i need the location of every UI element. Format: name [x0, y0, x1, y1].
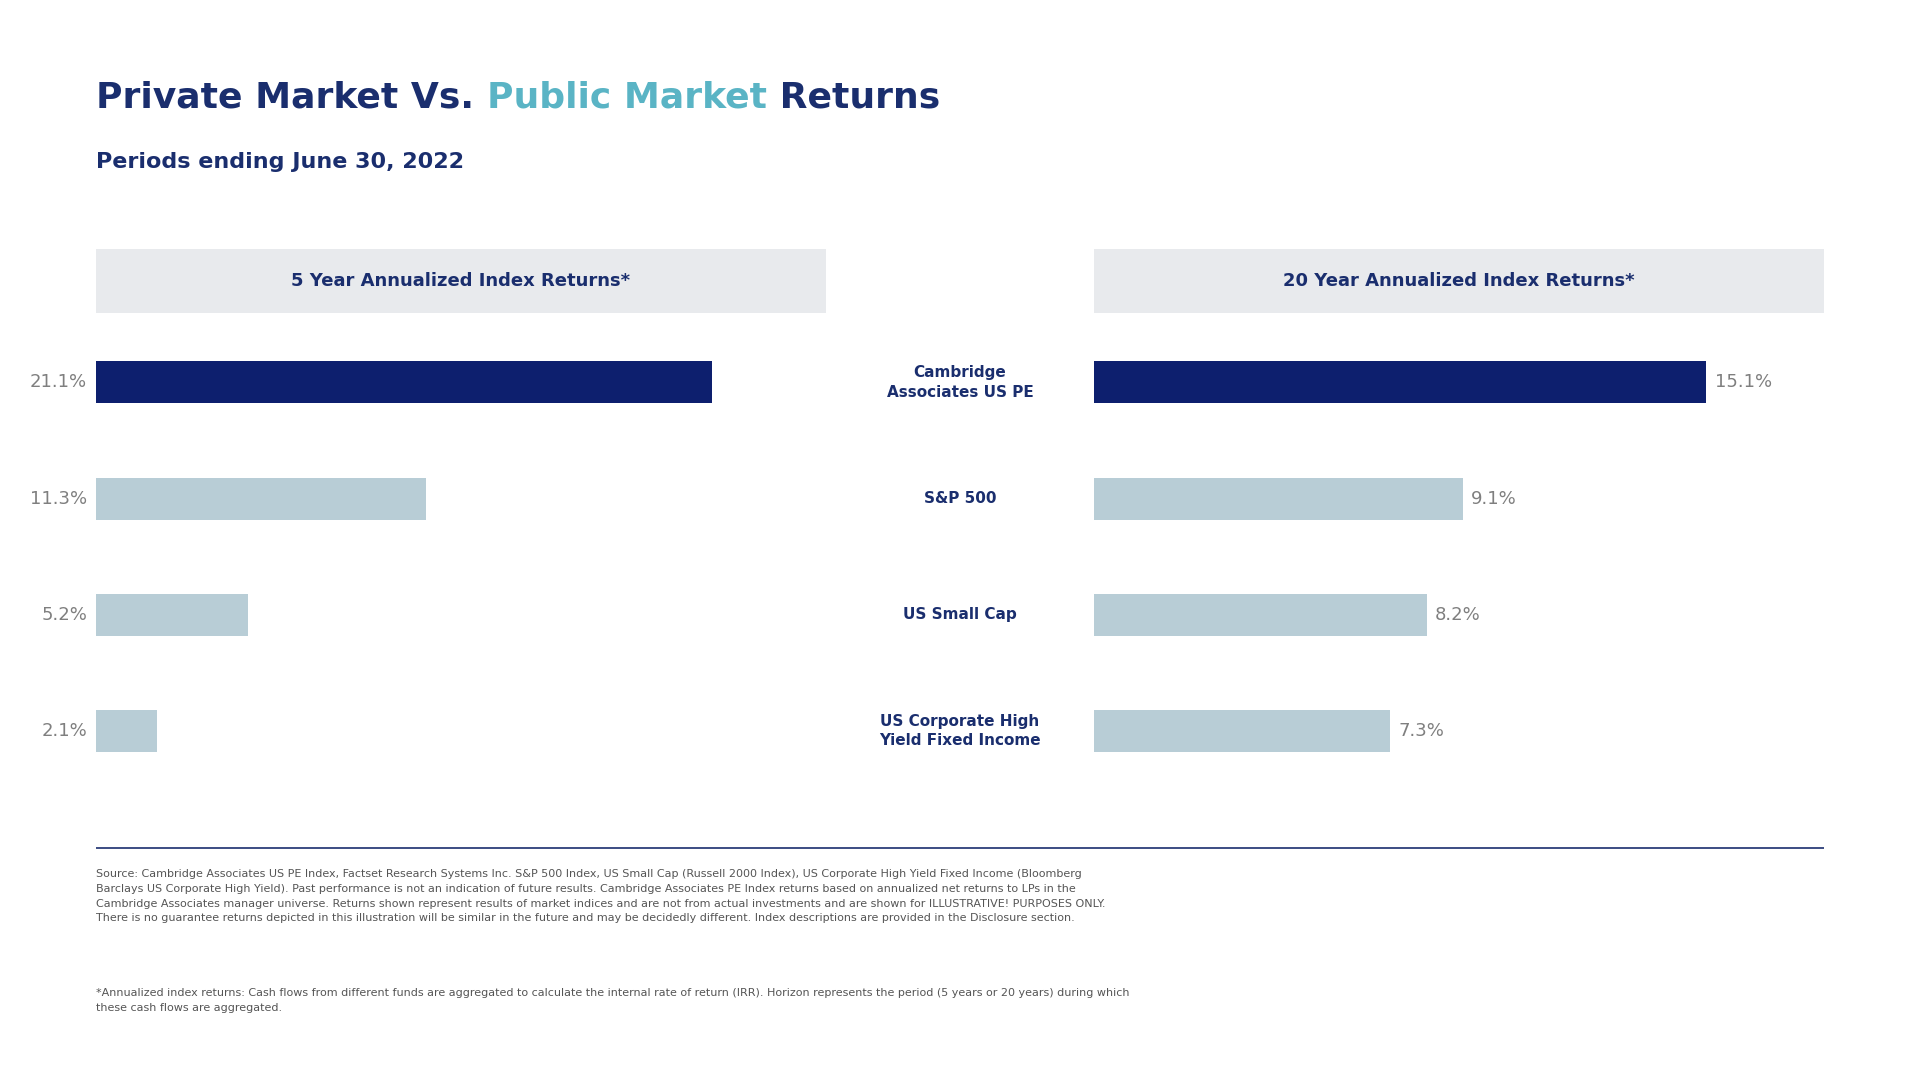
Text: 15.1%: 15.1% [1715, 373, 1772, 391]
Bar [96, 710, 157, 752]
Text: Source: Cambridge Associates US PE Index, Factset Research Systems Inc. S&P 500 : Source: Cambridge Associates US PE Index… [96, 869, 1106, 923]
Text: 8.2%: 8.2% [1434, 605, 1480, 624]
Text: 5.2%: 5.2% [42, 605, 86, 624]
Bar [1094, 361, 1707, 403]
Text: 11.3%: 11.3% [31, 490, 86, 508]
Text: 5 Year Annualized Index Returns*: 5 Year Annualized Index Returns* [292, 272, 630, 290]
Text: Returns: Returns [766, 80, 941, 115]
Text: S&P 500: S&P 500 [924, 491, 996, 506]
Bar [96, 478, 426, 520]
FancyBboxPatch shape [96, 249, 826, 313]
Text: Public Market: Public Market [486, 80, 766, 115]
Bar [96, 361, 712, 403]
Text: *Annualized index returns: Cash flows from different funds are aggregated to cal: *Annualized index returns: Cash flows fr… [96, 988, 1129, 1013]
Text: 9.1%: 9.1% [1471, 490, 1517, 508]
Bar [1094, 593, 1427, 636]
Text: Private Market Vs.: Private Market Vs. [96, 80, 486, 115]
Text: 20 Year Annualized Index Returns*: 20 Year Annualized Index Returns* [1283, 272, 1636, 290]
Bar [1094, 478, 1463, 520]
Bar [96, 593, 248, 636]
Text: Cambridge
Associates US PE: Cambridge Associates US PE [887, 365, 1033, 400]
Text: US Corporate High
Yield Fixed Income: US Corporate High Yield Fixed Income [879, 713, 1041, 748]
Bar [1094, 710, 1390, 752]
Text: Periods ending June 30, 2022: Periods ending June 30, 2022 [96, 152, 465, 172]
Text: 2.1%: 2.1% [42, 722, 86, 740]
Text: 7.3%: 7.3% [1398, 722, 1444, 740]
FancyBboxPatch shape [1094, 249, 1824, 313]
Text: US Small Cap: US Small Cap [902, 608, 1018, 623]
Text: 21.1%: 21.1% [31, 373, 86, 391]
